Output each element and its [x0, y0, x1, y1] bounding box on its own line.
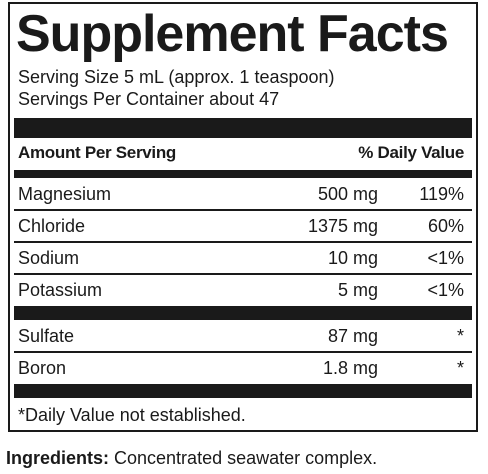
nutrient-row: Potassium 5 mg <1% — [18, 275, 468, 305]
nutrient-amount: 5 mg — [337, 280, 378, 300]
serving-size: Serving Size 5 mL (approx. 1 teaspoon) — [18, 67, 335, 87]
nutrient-amount: 10 mg — [327, 248, 378, 268]
nutrient-name: Sodium — [18, 248, 80, 268]
nutrient-row: Magnesium 500 mg 119% — [18, 179, 468, 209]
row-divider — [14, 241, 472, 243]
nutrient-amount: 1.8 mg — [322, 358, 378, 378]
servings-per-container: Servings Per Container about 47 — [18, 89, 280, 109]
nutrient-name: Boron — [18, 358, 67, 378]
nutrient-dv: * — [456, 358, 464, 378]
nutrient-dv: <1% — [427, 248, 464, 268]
row-divider — [14, 209, 472, 211]
nutrient-row: Boron 1.8 mg * — [18, 353, 468, 383]
nutrient-row: Chloride 1375 mg 60% — [18, 211, 468, 241]
group-divider — [14, 306, 472, 320]
nutrient-name: Chloride — [18, 216, 86, 236]
supplement-facts-panel: Supplement Facts Serving Size 5 mL (appr… — [8, 2, 478, 432]
ingredients-line: Ingredients: Concentrated seawater compl… — [6, 446, 377, 470]
thick-divider — [14, 118, 472, 138]
bottom-divider — [14, 384, 472, 398]
row-divider — [14, 273, 472, 275]
ingredients-label: Ingredients: — [6, 448, 110, 468]
ingredients-text: Concentrated seawater complex. — [109, 448, 378, 468]
nutrient-dv: 60% — [427, 216, 464, 236]
amount-per-serving-header: Amount Per Serving — [18, 143, 177, 162]
nutrient-row: Sodium 10 mg <1% — [18, 243, 468, 273]
panel-title: Supplement Facts — [16, 5, 449, 63]
medium-divider — [14, 170, 472, 178]
nutrient-name: Magnesium — [18, 184, 112, 204]
nutrient-name: Sulfate — [18, 326, 75, 346]
daily-value-header: % Daily Value — [358, 143, 464, 162]
nutrient-dv: * — [456, 326, 464, 346]
nutrient-dv: 119% — [419, 184, 464, 204]
nutrient-name: Potassium — [18, 280, 103, 300]
nutrient-amount: 1375 mg — [307, 216, 378, 236]
footnote: *Daily Value not established. — [18, 405, 246, 425]
nutrient-dv: <1% — [427, 280, 464, 300]
nutrient-row: Sulfate 87 mg * — [18, 321, 468, 351]
nutrient-amount: 500 mg — [317, 184, 378, 204]
row-divider — [14, 351, 472, 353]
nutrient-amount: 87 mg — [327, 326, 378, 346]
